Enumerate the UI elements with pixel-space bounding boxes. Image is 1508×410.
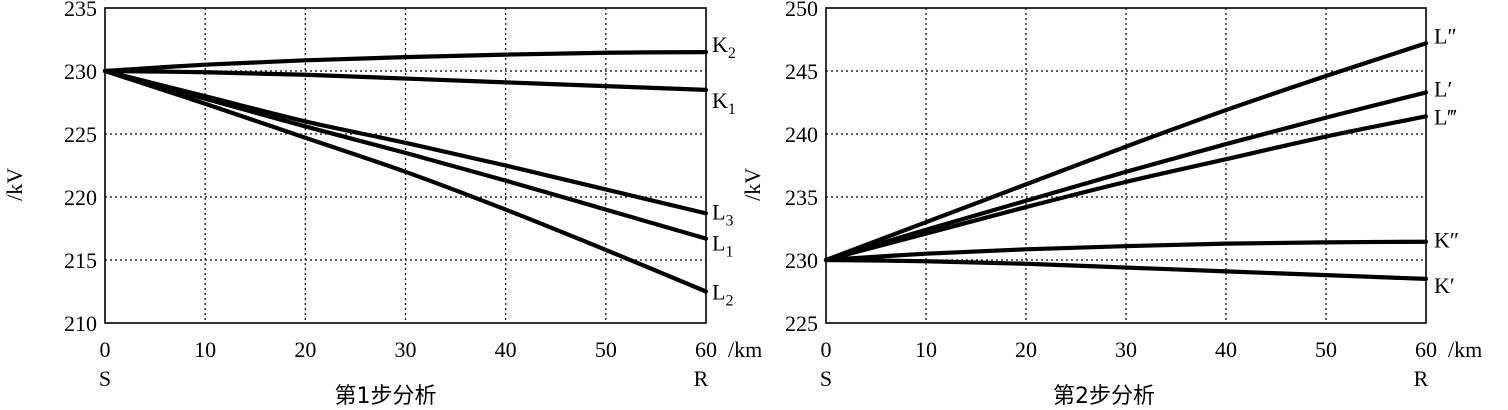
y-tick-label: 240 xyxy=(785,122,818,147)
y-tick-label: 245 xyxy=(785,59,818,84)
x-tick-label: 40 xyxy=(1215,337,1237,362)
x-tick-label: 50 xyxy=(595,337,617,362)
series-line xyxy=(823,257,1429,281)
y-tick-label: 215 xyxy=(64,248,97,273)
series-label: L3 xyxy=(712,199,733,229)
series-line xyxy=(102,68,709,216)
x-tick-label: 20 xyxy=(294,337,316,362)
x-tick-label: 40 xyxy=(495,337,517,362)
start-label: S xyxy=(99,366,111,391)
chart-caption: 第2步分析 xyxy=(1053,384,1155,409)
series-label: L″ xyxy=(1434,23,1457,48)
chart-2: 225 230 235 240 245 250 0 10 20 30 40 50 60/km/kV S R 第… xyxy=(740,0,1482,409)
y-tick-label: 210 xyxy=(64,311,97,336)
series-label: L1 xyxy=(712,231,733,261)
series-line xyxy=(102,50,709,74)
series-label: L2 xyxy=(712,280,733,310)
y-tick-label: 225 xyxy=(64,122,97,147)
y-tick-label: 235 xyxy=(64,0,97,21)
chart-1: 210 215 220 225 230 235 0 10 20 30 40 50 60/km/kV S R 第… xyxy=(2,0,762,409)
x-axis-label: /km xyxy=(1448,337,1482,362)
series-label: K′ xyxy=(1434,273,1455,298)
x-axis-label: /km xyxy=(728,337,762,362)
series-label: K″ xyxy=(1434,228,1459,253)
x-tick-label: 60 xyxy=(695,337,717,362)
series-label: K1 xyxy=(712,88,736,118)
y-tick-label: 250 xyxy=(785,0,818,21)
x-tick-label: 20 xyxy=(1015,337,1037,362)
chart-caption: 第1步分析 xyxy=(335,384,437,409)
y-axis-label: /kV xyxy=(740,168,765,201)
series-label: K2 xyxy=(712,32,736,62)
x-tick-label: 30 xyxy=(395,337,417,362)
x-tick-label: 0 xyxy=(821,337,832,362)
series-line xyxy=(823,239,1429,263)
series-line xyxy=(823,114,1429,263)
end-label: R xyxy=(694,366,709,391)
x-tick-label: 10 xyxy=(194,337,216,362)
x-tick-label: 60 xyxy=(1415,337,1437,362)
start-label: S xyxy=(820,366,832,391)
x-tick-label: 50 xyxy=(1315,337,1337,362)
y-axis-label: /kV xyxy=(2,168,27,201)
series-label: L‴ xyxy=(1434,104,1457,129)
x-tick-label: 0 xyxy=(100,337,111,362)
x-tick-label: 10 xyxy=(915,337,937,362)
y-tick-label: 220 xyxy=(64,185,97,210)
x-tick-label: 30 xyxy=(1115,337,1137,362)
series-line xyxy=(102,68,709,294)
series-label: L′ xyxy=(1434,76,1452,101)
series-line xyxy=(823,41,1429,263)
y-tick-label: 225 xyxy=(785,311,818,336)
series-line xyxy=(102,68,709,92)
y-tick-label: 235 xyxy=(785,185,818,210)
y-tick-label: 230 xyxy=(64,59,97,84)
series-line xyxy=(102,68,709,241)
y-tick-label: 230 xyxy=(785,248,818,273)
plot-frame xyxy=(825,7,1427,324)
plot-frame xyxy=(104,7,707,324)
end-label: R xyxy=(1414,366,1429,391)
series-line xyxy=(823,90,1429,263)
